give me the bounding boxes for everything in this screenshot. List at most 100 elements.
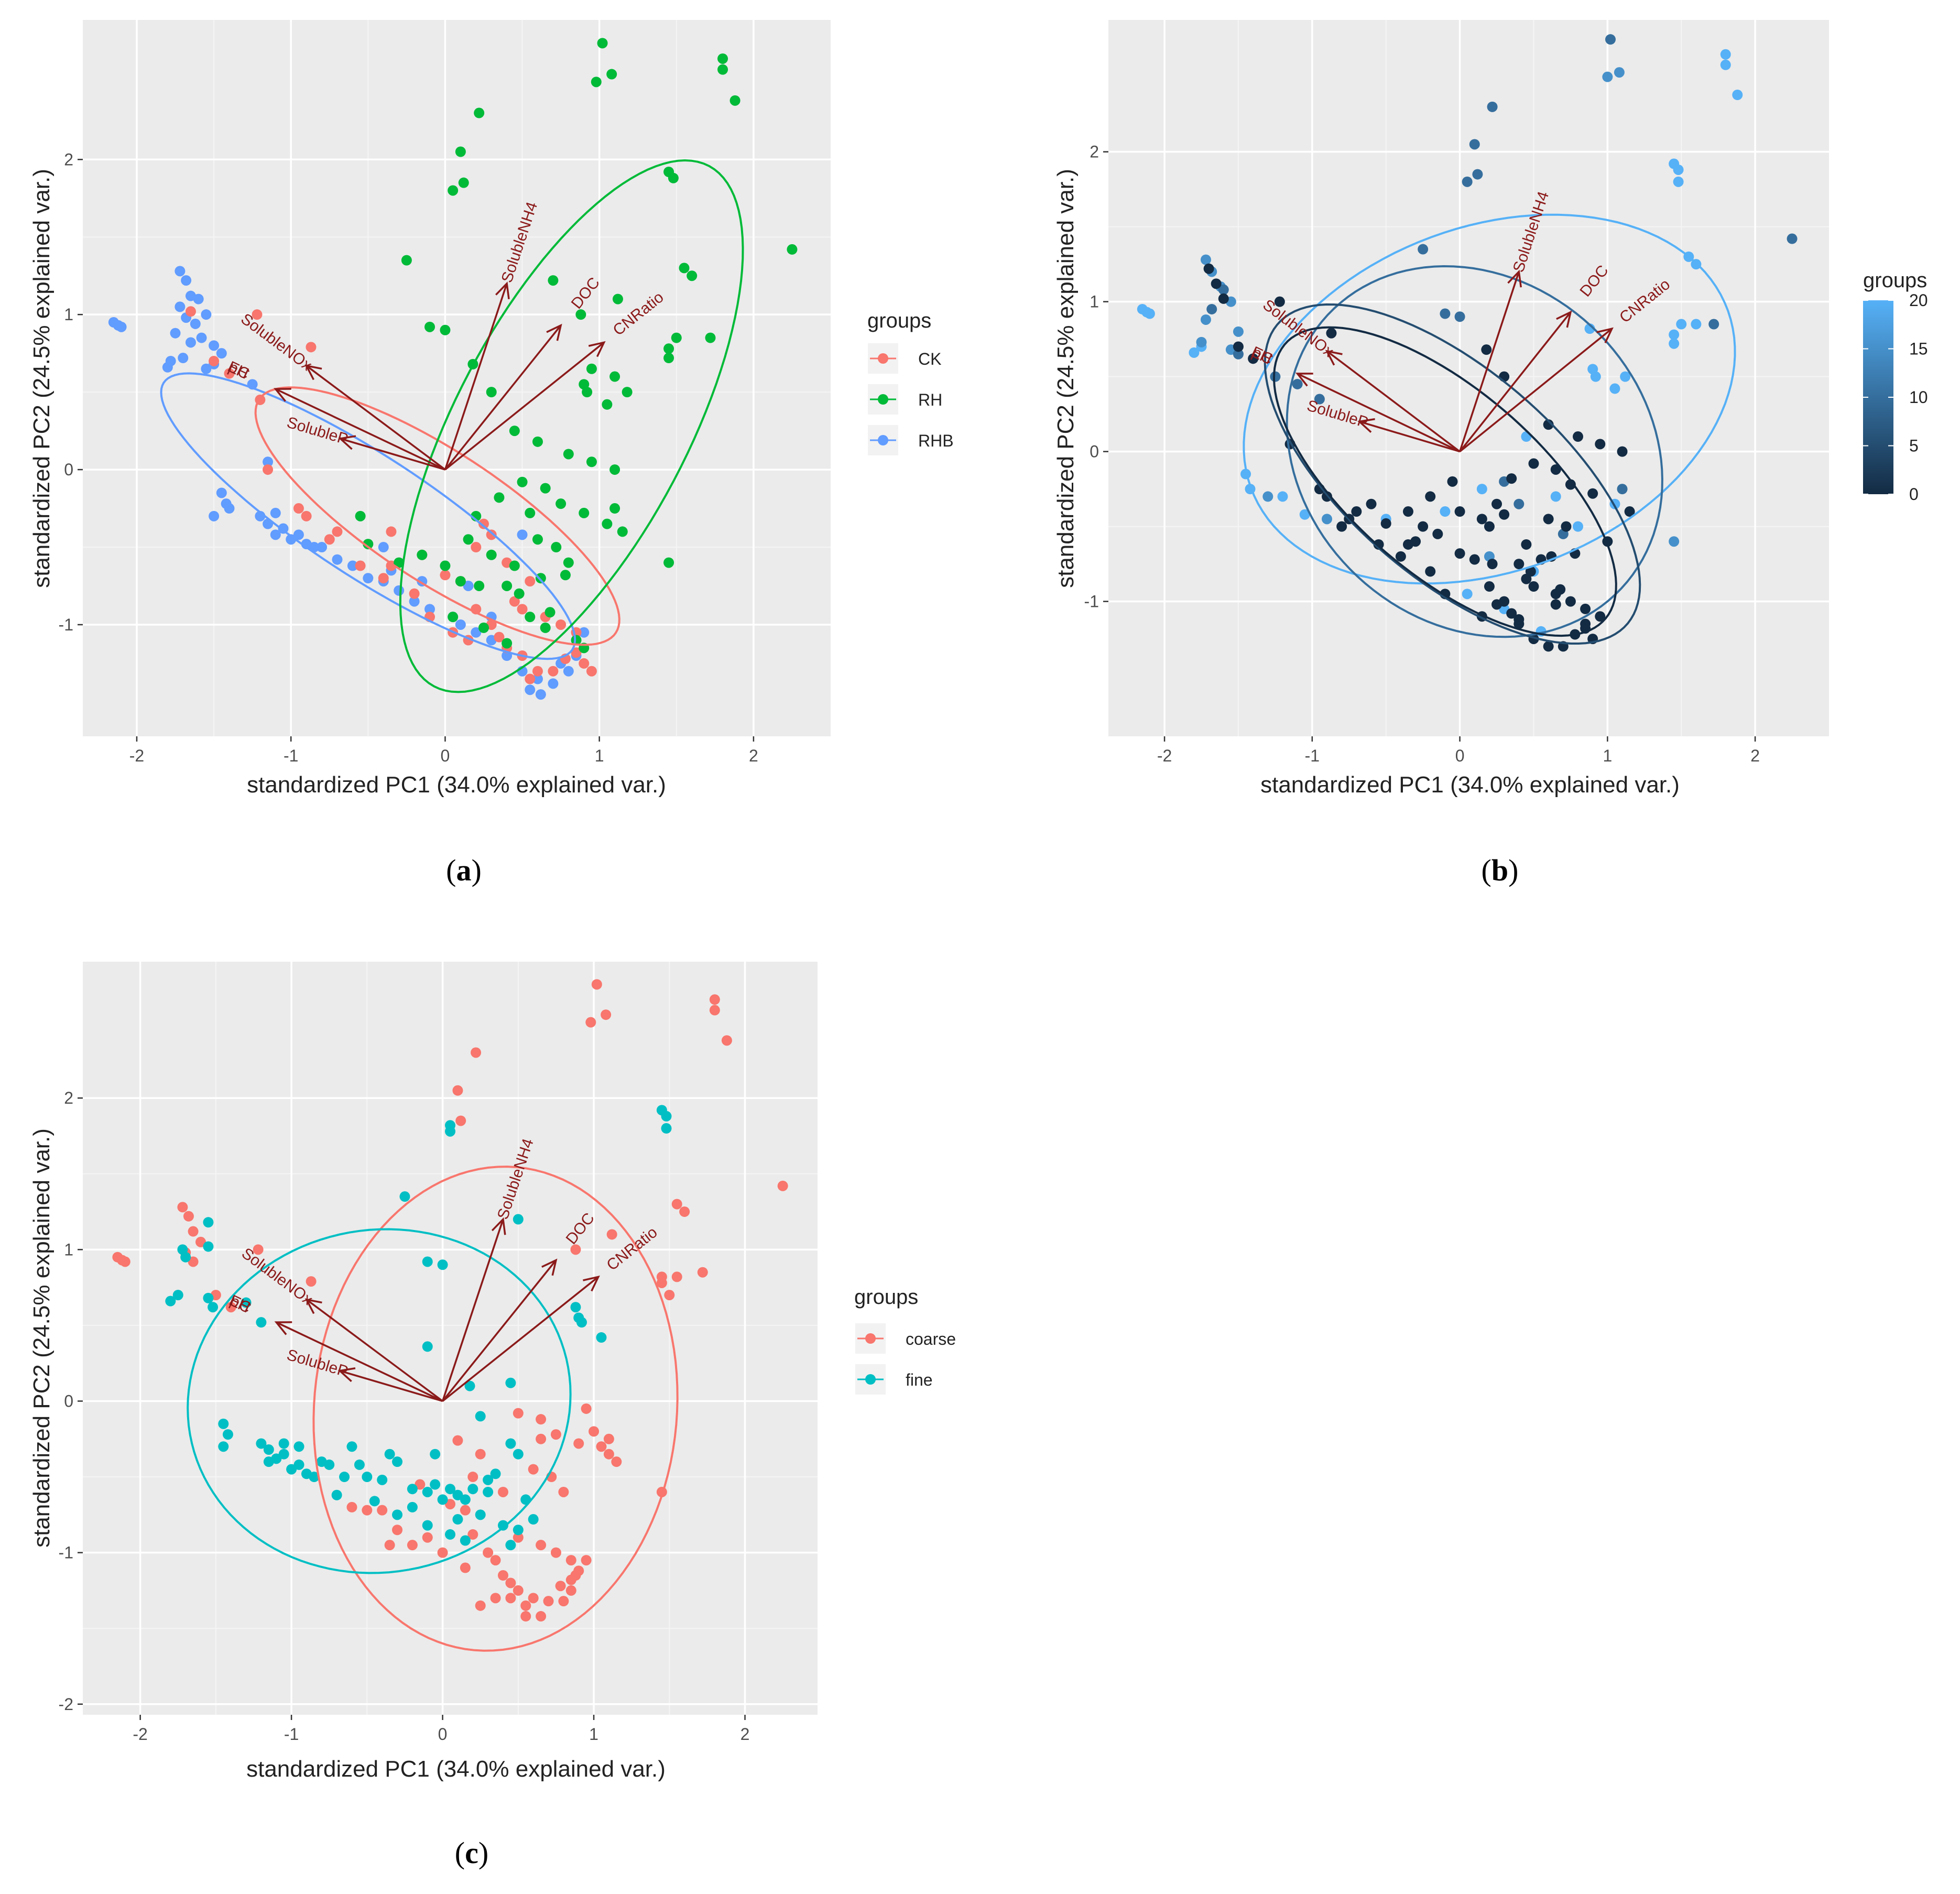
panel-b-x-tick-label: -2 xyxy=(1157,746,1172,765)
panel-c-point xyxy=(263,1444,274,1455)
panel-c-point xyxy=(558,1486,569,1497)
panel-a-point xyxy=(209,340,220,351)
panel-b-point xyxy=(1484,521,1495,532)
panel-c-point xyxy=(497,1570,508,1581)
panel-c-point xyxy=(536,1540,547,1551)
panel-a-point xyxy=(317,542,328,553)
panel-b-point xyxy=(1580,603,1591,614)
panel-a-point xyxy=(579,658,590,669)
panel-c-loading-arrowhead xyxy=(304,1298,322,1314)
panel-b-point xyxy=(1617,484,1628,495)
panel-b-label: (b) xyxy=(1482,853,1519,887)
panel-c-loading-arrow xyxy=(276,1321,443,1402)
panel-c-label-letter: c xyxy=(465,1836,478,1870)
legend-key-point xyxy=(865,1374,876,1385)
panel-c-point xyxy=(203,1217,214,1228)
panel-c-loading-arrow xyxy=(442,1259,557,1402)
panel-c-point xyxy=(452,1489,463,1500)
panel-c-point xyxy=(497,1520,508,1531)
panel-a-point xyxy=(440,570,451,581)
panel-c-point xyxy=(475,1509,486,1520)
panel-b-x-tick-label: 1 xyxy=(1603,746,1612,765)
panel-a-loading-arrow xyxy=(444,342,605,471)
panel-a-point xyxy=(787,244,798,255)
panel-a-legend-title: groups xyxy=(867,309,931,332)
panel-a-point xyxy=(394,557,405,568)
panel-b-point xyxy=(1322,514,1333,525)
panel-c-point xyxy=(467,1472,478,1483)
panel-c-point xyxy=(520,1600,531,1611)
panel-c-point xyxy=(679,1206,690,1217)
panel-a-point xyxy=(509,560,520,571)
panel-b-point xyxy=(1447,476,1458,487)
panel-b-point xyxy=(1425,566,1436,577)
panel-b-point xyxy=(1487,559,1498,570)
panel-a-point xyxy=(525,576,536,587)
panel-c-point xyxy=(256,1438,267,1449)
panel-a-point xyxy=(270,529,281,540)
panel-b-colorbar-tick-label: 10 xyxy=(1909,388,1928,407)
panel-b-point xyxy=(1676,319,1687,330)
panel-b-point xyxy=(1469,139,1480,150)
panel-c-point xyxy=(671,1271,682,1282)
panel-a-point xyxy=(332,554,343,565)
panel-c-point xyxy=(475,1411,486,1422)
panel-b-loading-arrow xyxy=(1326,350,1461,453)
panel-c-point xyxy=(437,1259,448,1270)
panel-c-point xyxy=(195,1236,206,1247)
panel-a-point xyxy=(224,368,235,379)
panel-a-point xyxy=(190,318,201,329)
panel-b-point xyxy=(1565,479,1576,490)
panel-a-point xyxy=(560,570,571,581)
panel-a-point xyxy=(606,69,617,80)
panel-a-point xyxy=(517,476,528,487)
panel-a-point xyxy=(216,487,227,498)
panel-b-point xyxy=(1484,581,1495,592)
panel-b-point xyxy=(1669,536,1680,547)
panel-c-point xyxy=(460,1535,471,1546)
panel-c-point xyxy=(661,1123,672,1134)
panel-c-point xyxy=(606,1229,617,1240)
panel-c-point xyxy=(119,1256,130,1267)
panel-b-point xyxy=(1432,528,1443,539)
panel-b-point xyxy=(1440,506,1451,517)
panel-b-point xyxy=(1218,284,1229,295)
panel-a-point xyxy=(525,612,536,623)
panel-b-point xyxy=(1440,308,1451,319)
legend-label: RHB xyxy=(918,431,954,450)
panel-a-point xyxy=(162,362,173,373)
panel-c-point xyxy=(309,1472,320,1483)
panel-a-point xyxy=(517,604,528,615)
panel-a-point xyxy=(579,507,590,518)
panel-b-point xyxy=(1543,419,1554,430)
panel-c-point xyxy=(422,1532,433,1543)
panel-c-point xyxy=(709,994,720,1005)
panel-c-point xyxy=(188,1226,199,1237)
panel-b-point xyxy=(1609,383,1620,394)
panel-c-point xyxy=(422,1486,433,1497)
panel-c-point xyxy=(460,1505,471,1516)
panel-a-point xyxy=(486,387,497,398)
panel-b-point xyxy=(1580,618,1591,629)
panel-b-label-letter: b xyxy=(1491,853,1508,887)
panel-a-y-tick-label: 2 xyxy=(64,150,73,169)
panel-c-y-tick-label: -1 xyxy=(59,1543,73,1562)
panel-b-point xyxy=(1614,67,1625,78)
panel-a-point xyxy=(556,498,567,509)
panel-b-point xyxy=(1481,344,1492,355)
panel-c-point xyxy=(591,979,602,990)
panel-c-point xyxy=(603,1433,614,1444)
panel-a-point xyxy=(556,619,567,630)
panel-a-point xyxy=(517,529,528,540)
panel-a-point xyxy=(545,607,556,618)
panel-c-point xyxy=(177,1202,188,1213)
legend-label: RH xyxy=(918,390,942,409)
panel-b-y-axis-title: standardized PC2 (24.5% explained var.) xyxy=(1053,169,1079,588)
panel-b-point xyxy=(1521,539,1532,550)
panel-c-point xyxy=(671,1199,682,1210)
panel-a-point xyxy=(514,588,525,599)
panel-a: -2 -1 0 1 2-1012SolubleNOxpHECSolublePSolubl… xyxy=(29,20,954,887)
panel-a-point xyxy=(509,596,520,607)
panel-b-point xyxy=(1543,514,1554,525)
legend-key-point xyxy=(878,394,888,405)
